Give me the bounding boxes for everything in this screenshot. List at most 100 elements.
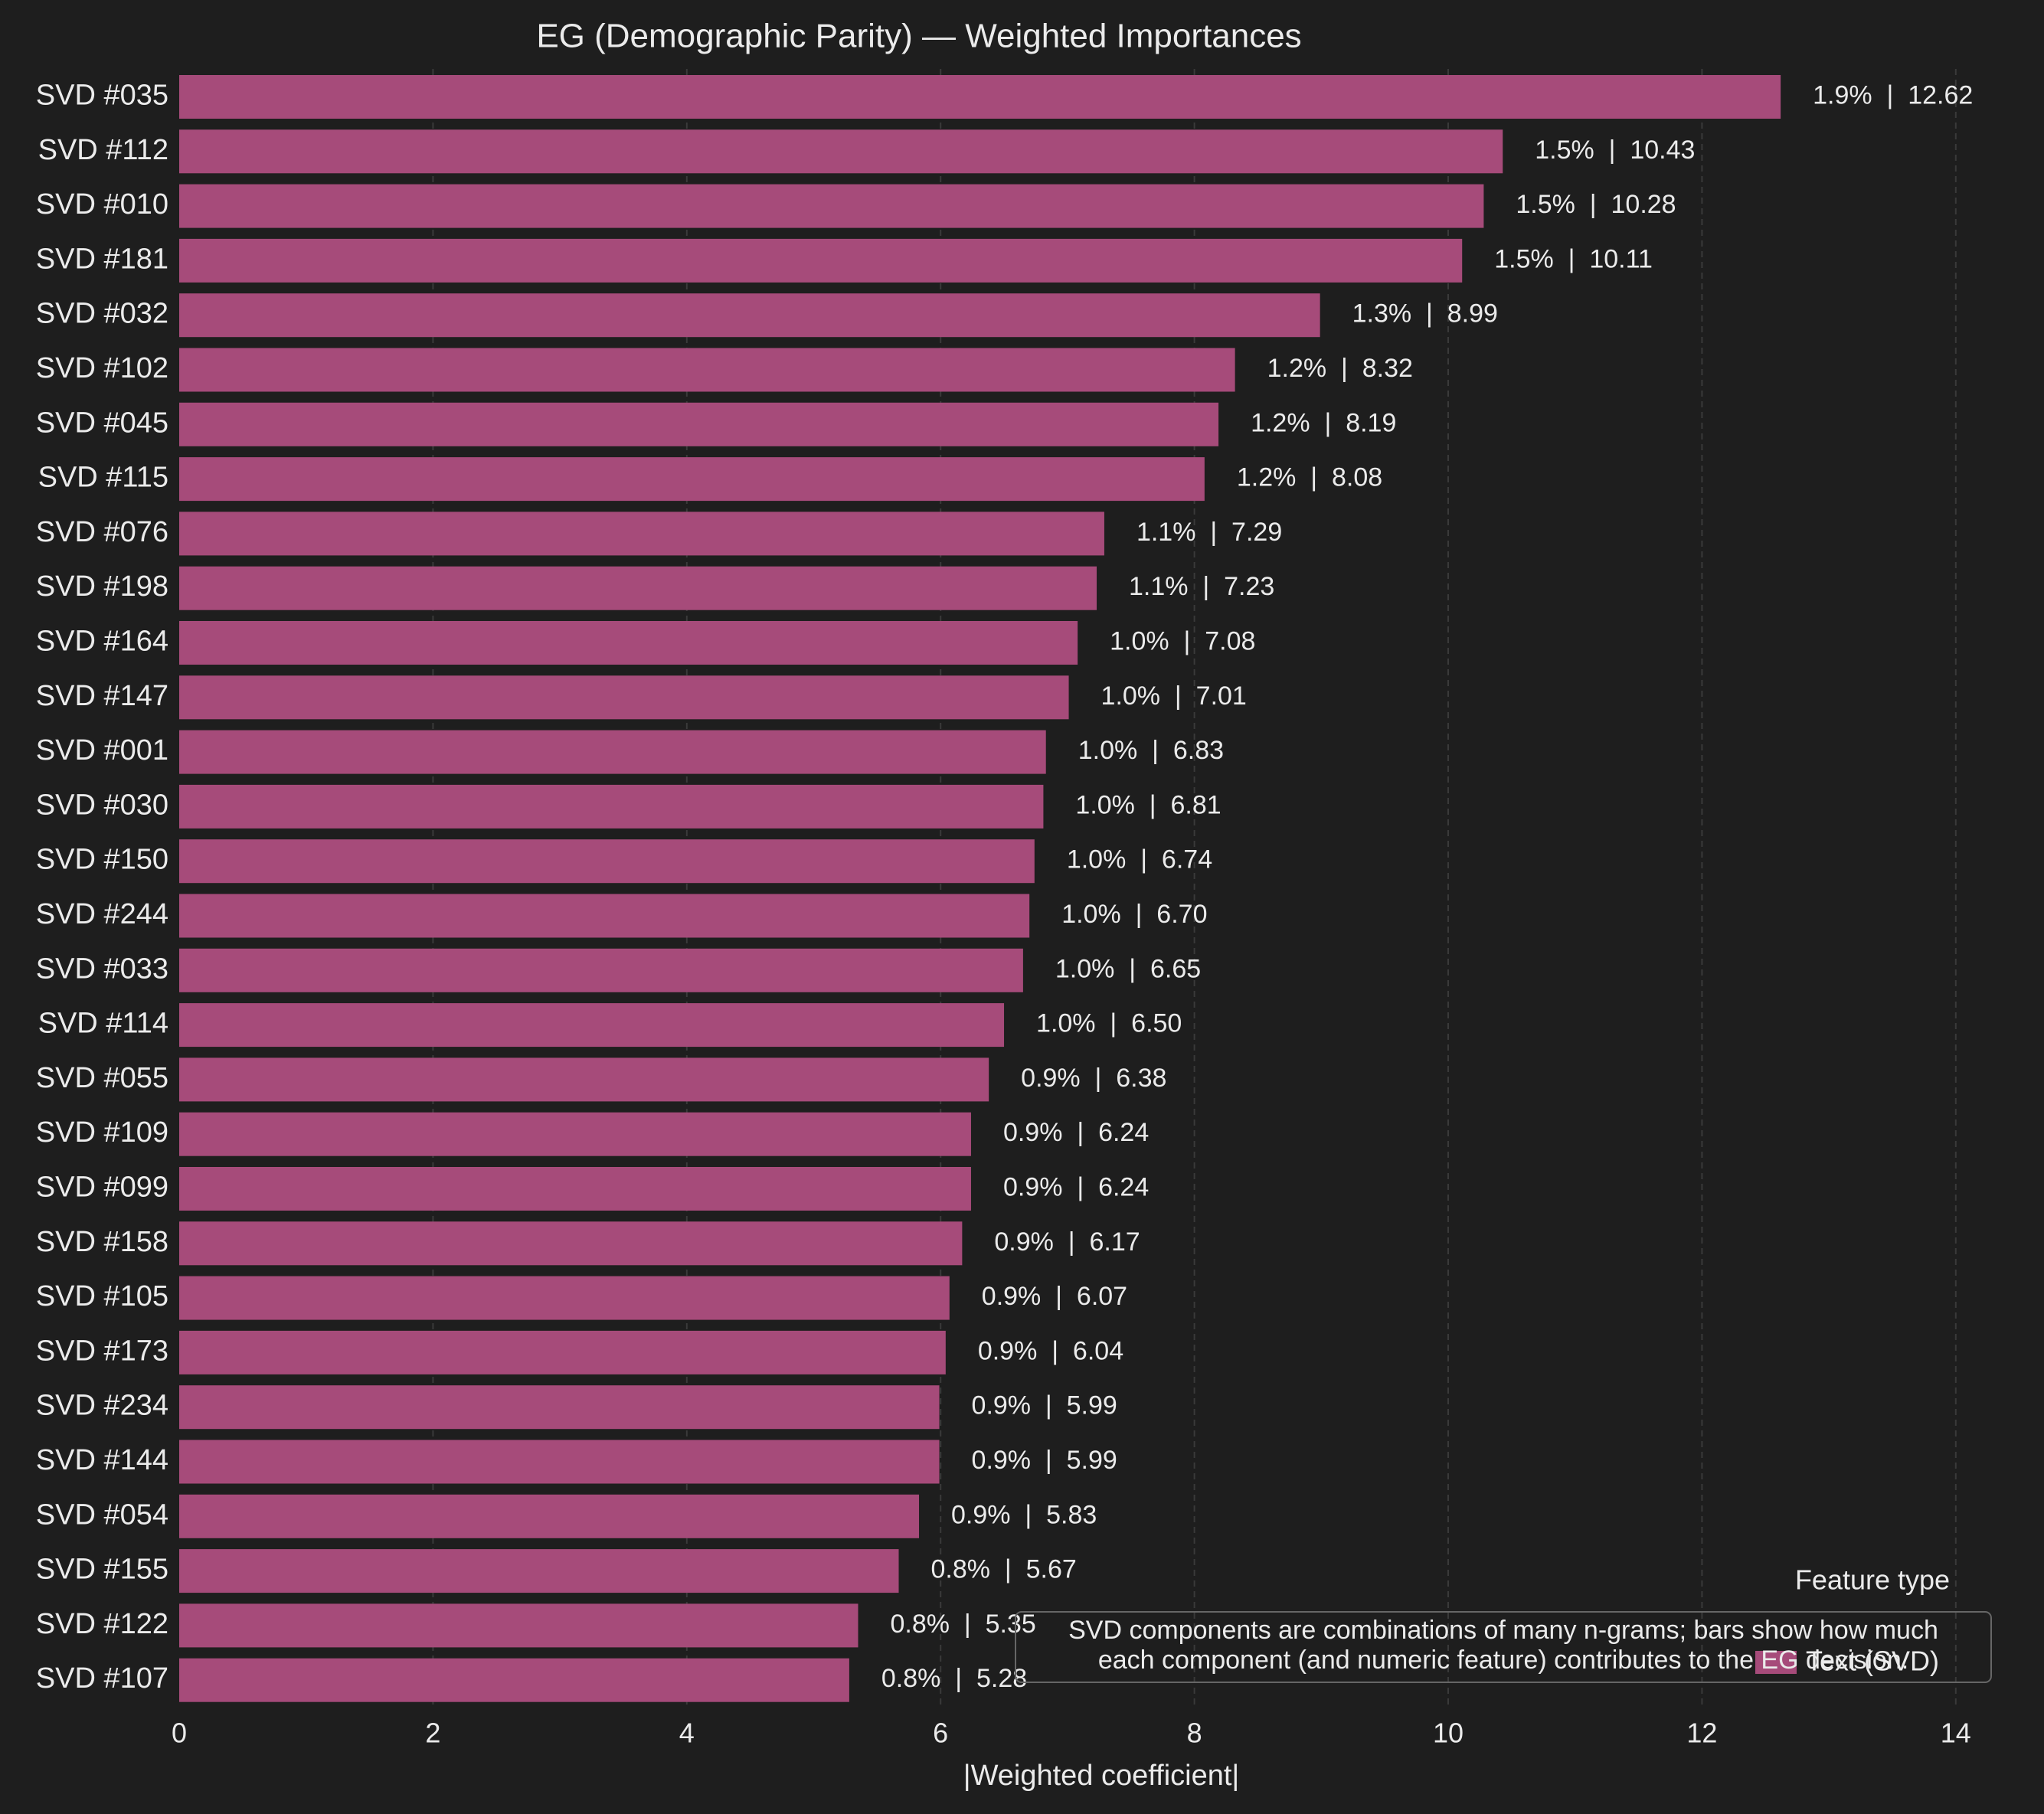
- bar-value-label: 1.0% | 6.50: [1036, 1009, 1182, 1038]
- category-label: SVD #122: [36, 1608, 168, 1640]
- category-label: SVD #076: [36, 516, 168, 548]
- x-tick-label: 0: [172, 1718, 187, 1749]
- legend-title: Feature type: [1795, 1564, 1950, 1596]
- chart-title: EG (Demographic Parity) — Weighted Impor…: [536, 18, 1301, 55]
- category-labels: SVD #035 SVD #112 SVD #010 SVD #181 SVD #032…: [36, 80, 168, 1695]
- bar: [179, 948, 1023, 992]
- annotation-border: [1015, 1611, 1992, 1683]
- bar-value-label: 0.9% | 6.04: [978, 1336, 1123, 1365]
- bar: [179, 512, 1104, 556]
- bars: [179, 75, 1781, 1702]
- category-label: SVD #234: [36, 1390, 168, 1422]
- bar: [179, 1440, 940, 1484]
- bar-value-label: 1.0% | 6.81: [1075, 790, 1221, 819]
- bar: [179, 348, 1235, 392]
- bar: [179, 1221, 963, 1266]
- grid-lines: [432, 69, 1957, 1705]
- bar-value-label: 0.9% | 6.17: [994, 1227, 1140, 1257]
- category-label: SVD #035: [36, 80, 168, 112]
- bar-value-label: 1.2% | 8.08: [1237, 463, 1382, 492]
- x-tick-label: 12: [1686, 1718, 1717, 1749]
- bar-value-labels: 1.9% | 12.62 1.5% | 10.43 1.5% | 10.28 1.5%…: [881, 80, 1973, 1693]
- bar-value-label: 0.9% | 6.38: [1021, 1064, 1166, 1093]
- annotation-box: SVD components are combinations of many …: [1015, 1611, 1992, 1683]
- bar-value-label: 0.8% | 5.28: [881, 1664, 1027, 1693]
- bar: [179, 730, 1046, 774]
- x-ticks: 0 2 4 6 8 10 12 14: [172, 1718, 1971, 1749]
- bar: [179, 1330, 946, 1374]
- category-label: SVD #001: [36, 734, 168, 766]
- bar-value-label: 1.5% | 10.43: [1535, 136, 1695, 165]
- bar-value-label: 0.9% | 6.24: [1003, 1172, 1149, 1201]
- bar: [179, 1385, 940, 1430]
- category-label: SVD #164: [36, 626, 168, 658]
- category-label: SVD #144: [36, 1444, 168, 1476]
- bar: [179, 675, 1069, 720]
- category-label: SVD #030: [36, 789, 168, 821]
- x-tick-label: 8: [1187, 1718, 1202, 1749]
- category-label: SVD #150: [36, 844, 168, 876]
- bar-value-label: 0.9% | 5.83: [951, 1500, 1097, 1529]
- legend: Feature type Text (SVD): [1755, 1564, 1950, 1677]
- x-tick-label: 10: [1433, 1718, 1464, 1749]
- bar: [179, 1603, 858, 1648]
- category-label: SVD #010: [36, 188, 168, 221]
- bar-value-label: 1.0% | 7.01: [1101, 681, 1247, 711]
- bar-value-label: 0.8% | 5.35: [890, 1610, 1035, 1639]
- bar-value-label: 0.8% | 5.67: [931, 1555, 1077, 1584]
- bar: [179, 784, 1044, 829]
- category-label: SVD #032: [36, 298, 168, 330]
- bar: [179, 839, 1035, 884]
- category-label: SVD #173: [36, 1335, 168, 1367]
- category-label: SVD #114: [38, 1008, 168, 1040]
- category-label: SVD #158: [36, 1226, 168, 1258]
- legend-entry-text-svd: Text (SVD): [1806, 1646, 1939, 1677]
- bar: [179, 1057, 989, 1102]
- bar: [179, 1549, 899, 1593]
- bar-value-label: 1.0% | 7.08: [1110, 626, 1255, 655]
- category-label: SVD #181: [36, 243, 168, 275]
- bar: [179, 1658, 849, 1702]
- bar-value-label: 1.0% | 6.65: [1055, 954, 1201, 983]
- bar-value-label: 1.5% | 10.28: [1516, 190, 1676, 219]
- bar-value-label: 1.1% | 7.29: [1136, 518, 1282, 547]
- bar-value-label: 1.0% | 6.83: [1078, 736, 1224, 765]
- bar: [179, 184, 1484, 228]
- category-label: SVD #107: [36, 1662, 168, 1695]
- category-label: SVD #155: [36, 1554, 168, 1586]
- bar: [179, 1276, 950, 1320]
- x-axis-label: |Weighted coefficient|: [963, 1760, 1240, 1792]
- bar: [179, 402, 1219, 446]
- bar-value-label: 0.9% | 5.99: [972, 1391, 1117, 1420]
- bar-value-label: 1.5% | 10.11: [1494, 244, 1653, 273]
- category-label: SVD #054: [36, 1499, 168, 1531]
- bar: [179, 129, 1503, 174]
- bar-value-label: 1.3% | 8.99: [1352, 299, 1498, 328]
- bar: [179, 1112, 971, 1156]
- category-label: SVD #033: [36, 953, 168, 985]
- category-label: SVD #055: [36, 1062, 168, 1094]
- category-label: SVD #198: [36, 570, 168, 603]
- category-label: SVD #102: [36, 352, 168, 384]
- category-label: SVD #115: [38, 462, 168, 494]
- bar-value-label: 0.9% | 6.24: [1003, 1118, 1149, 1147]
- annotation-line-1: SVD components are combinations of many …: [1068, 1616, 1938, 1645]
- bar: [179, 293, 1320, 338]
- bar: [179, 1167, 971, 1211]
- x-tick-label: 14: [1941, 1718, 1971, 1749]
- bar: [179, 621, 1078, 665]
- bar-value-label: 1.9% | 12.62: [1813, 80, 1973, 109]
- bar-value-label: 0.9% | 6.07: [982, 1282, 1127, 1311]
- legend-swatch: [1755, 1651, 1797, 1674]
- x-tick-label: 2: [425, 1718, 440, 1749]
- bar-value-label: 0.9% | 5.99: [972, 1446, 1117, 1475]
- bar: [179, 1003, 1005, 1048]
- bar: [179, 894, 1030, 938]
- bar-value-label: 1.1% | 7.23: [1129, 572, 1274, 601]
- x-tick-label: 6: [933, 1718, 948, 1749]
- x-tick-label: 4: [679, 1718, 695, 1749]
- category-label: SVD #244: [36, 898, 168, 930]
- category-label: SVD #099: [36, 1172, 168, 1204]
- category-label: SVD #109: [36, 1116, 168, 1149]
